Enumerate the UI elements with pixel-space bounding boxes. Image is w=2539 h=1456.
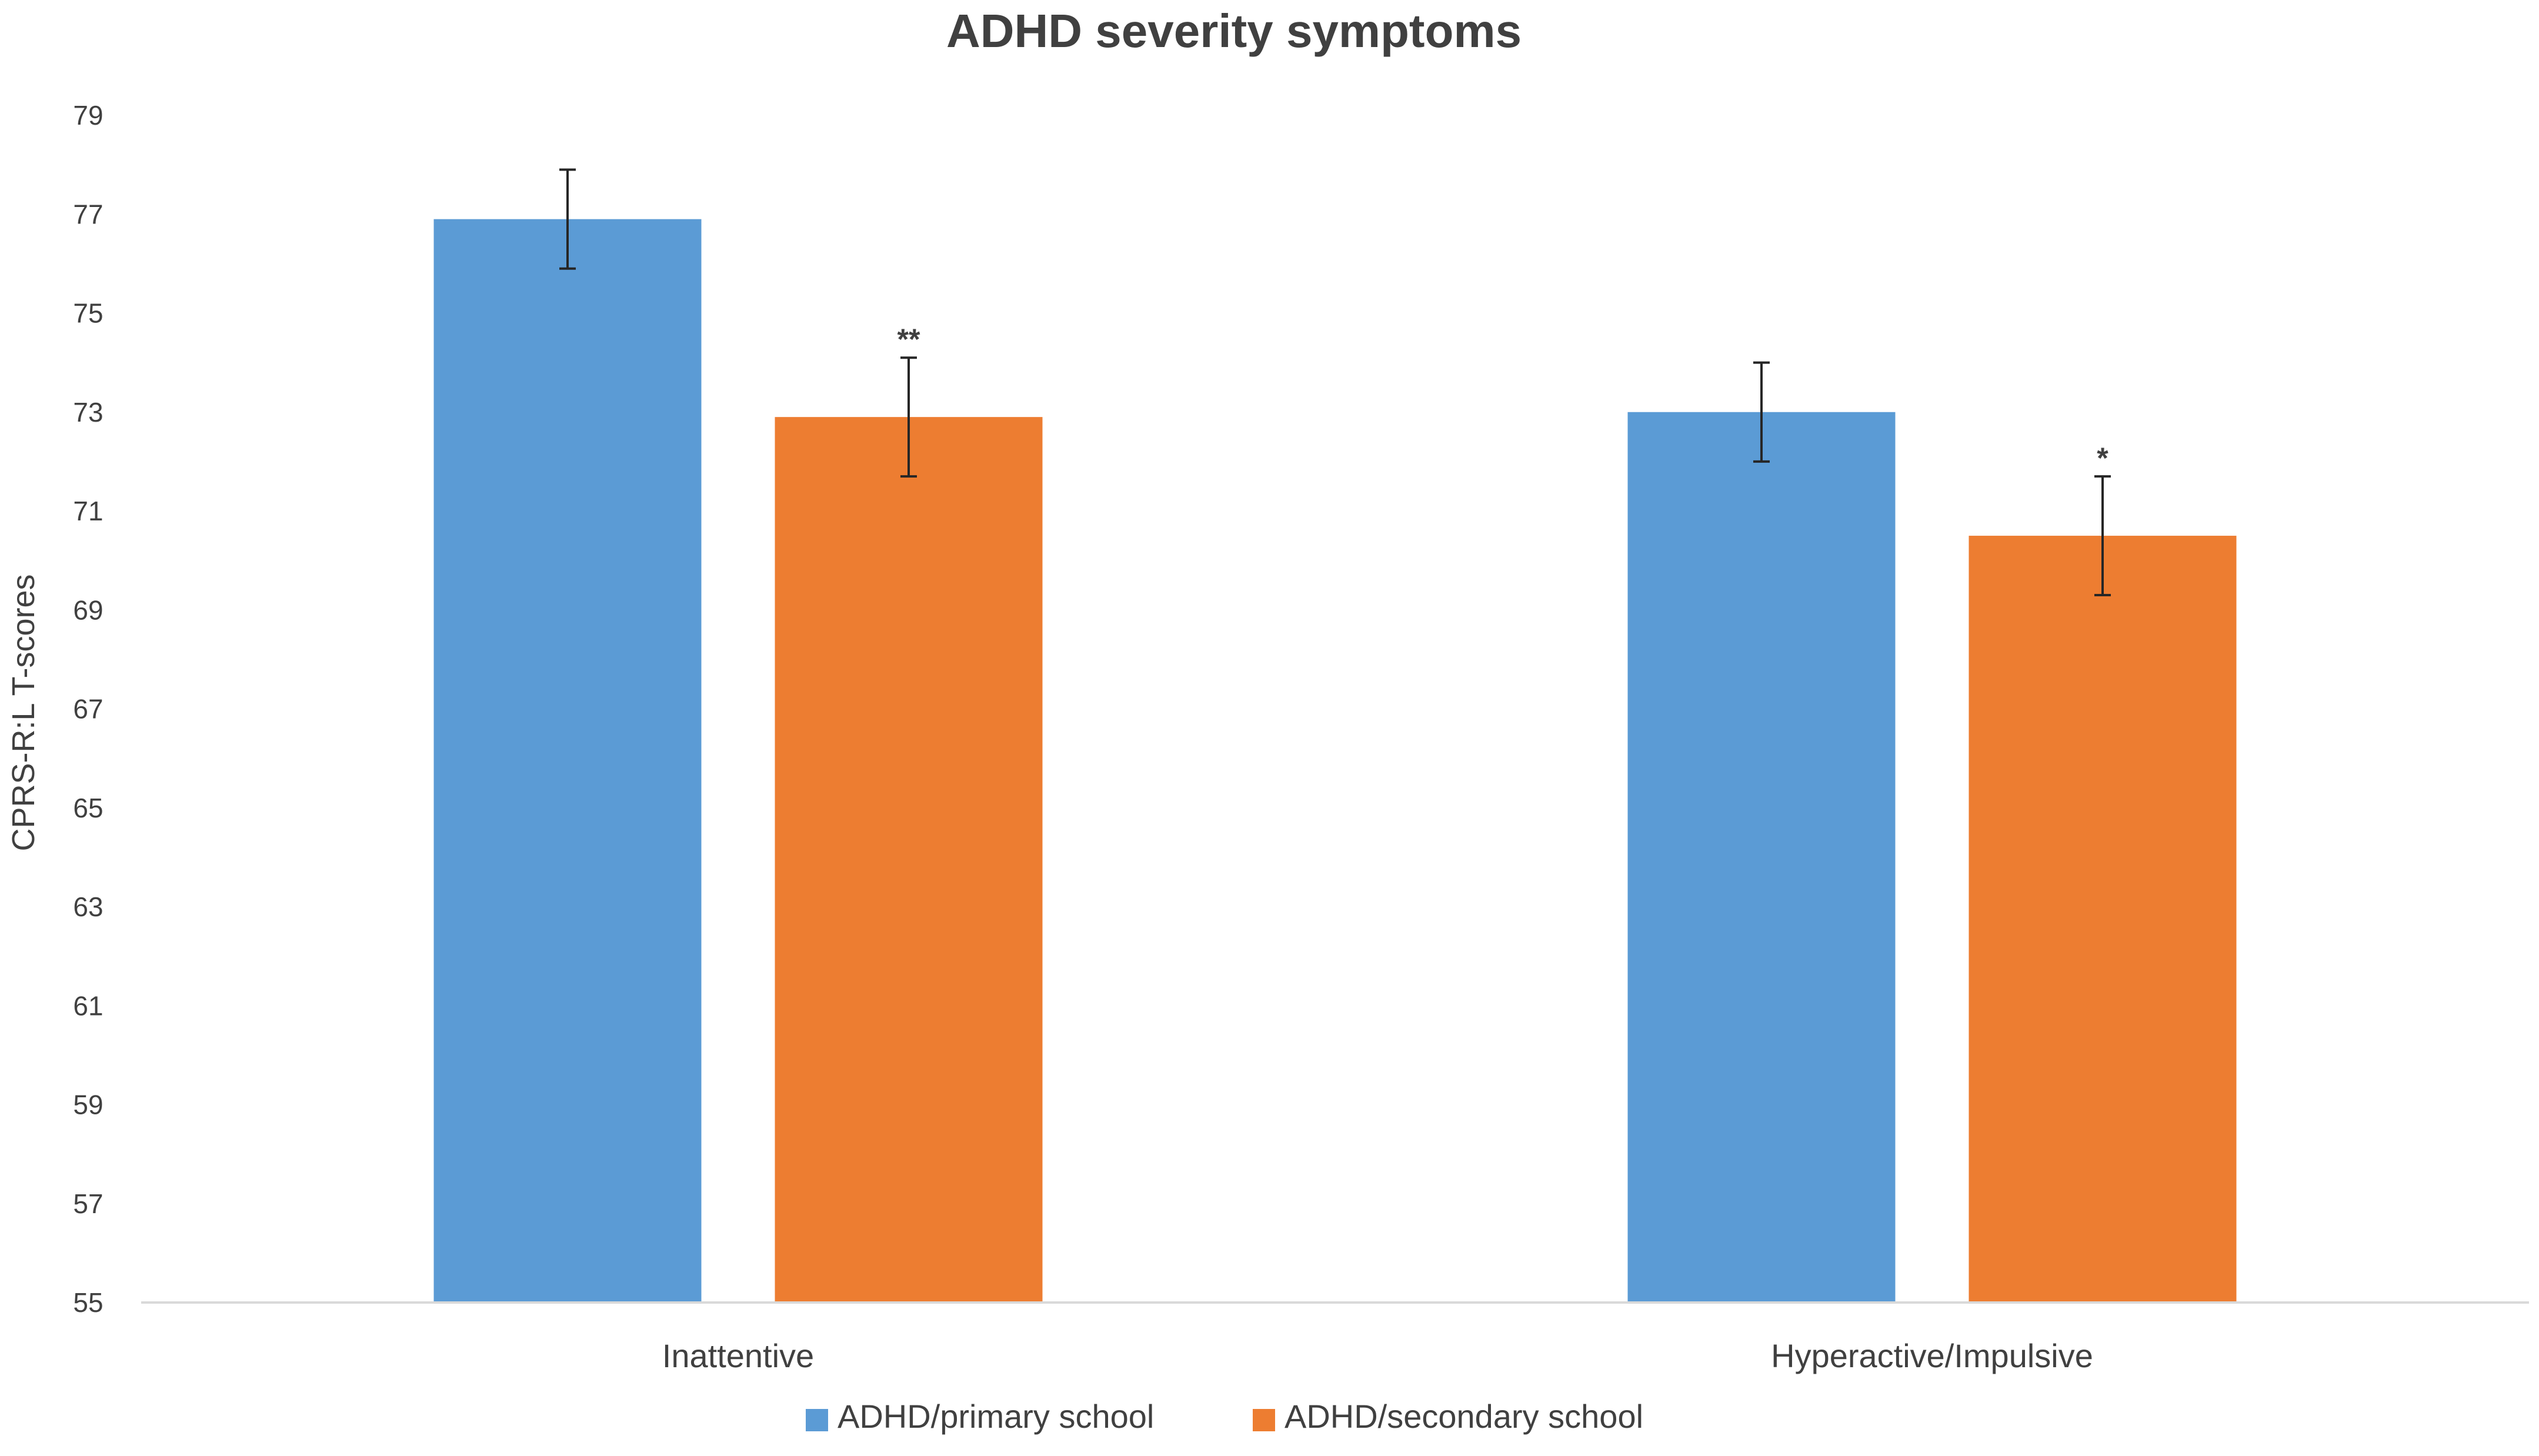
x-axis-categories: Inattentive Hyperactive/Impulsive xyxy=(662,1337,2093,1374)
error-bar xyxy=(1753,361,1770,463)
bars xyxy=(433,219,2237,1303)
y-tick-label: 73 xyxy=(73,397,103,428)
x-category-label: Inattentive xyxy=(662,1337,814,1374)
error-bars xyxy=(559,168,2111,597)
y-tick-label: 63 xyxy=(73,891,103,922)
bar-secondary-inattentive xyxy=(775,417,1043,1303)
legend-label: ADHD/primary school xyxy=(838,1398,1154,1435)
y-tick-label: 65 xyxy=(73,793,103,823)
y-tick-label: 77 xyxy=(73,199,103,229)
chart-title: ADHD severity symptoms xyxy=(946,5,1522,57)
y-tick-label: 59 xyxy=(73,1090,103,1120)
y-axis-title: CPRS-R:L T-scores xyxy=(6,574,41,851)
y-tick-label: 57 xyxy=(73,1188,103,1219)
bar-primary-inattentive xyxy=(433,219,702,1303)
legend-label: ADHD/secondary school xyxy=(1284,1398,1643,1435)
legend-swatch xyxy=(1253,1409,1275,1431)
y-tick-label: 75 xyxy=(73,298,103,329)
y-tick-label: 67 xyxy=(73,694,103,724)
y-tick-label: 79 xyxy=(73,100,103,131)
legend-item[interactable]: ADHD/secondary school xyxy=(1253,1398,1643,1435)
legend[interactable]: ADHD/primary school ADHD/secondary school xyxy=(806,1398,1643,1435)
significance-marker: * xyxy=(2097,442,2108,475)
legend-item[interactable]: ADHD/primary school xyxy=(806,1398,1154,1435)
x-category-label: Hyperactive/Impulsive xyxy=(1771,1337,2093,1374)
y-tick-label: 71 xyxy=(73,496,103,526)
legend-swatch xyxy=(806,1409,828,1431)
y-tick-label: 61 xyxy=(73,990,103,1021)
significance-markers: *** xyxy=(898,323,2109,475)
error-bar xyxy=(2094,475,2111,597)
significance-marker: ** xyxy=(898,323,920,356)
y-tick-label: 55 xyxy=(73,1287,103,1318)
y-tick-label: 69 xyxy=(73,595,103,625)
bar-primary-hyperactive xyxy=(1627,412,1896,1303)
error-bar xyxy=(559,168,576,270)
error-bar xyxy=(900,356,917,478)
bar-secondary-hyperactive xyxy=(1969,536,2237,1303)
y-axis-ticks: 55 57 59 61 63 65 67 69 71 73 75 77 79 xyxy=(73,100,103,1318)
